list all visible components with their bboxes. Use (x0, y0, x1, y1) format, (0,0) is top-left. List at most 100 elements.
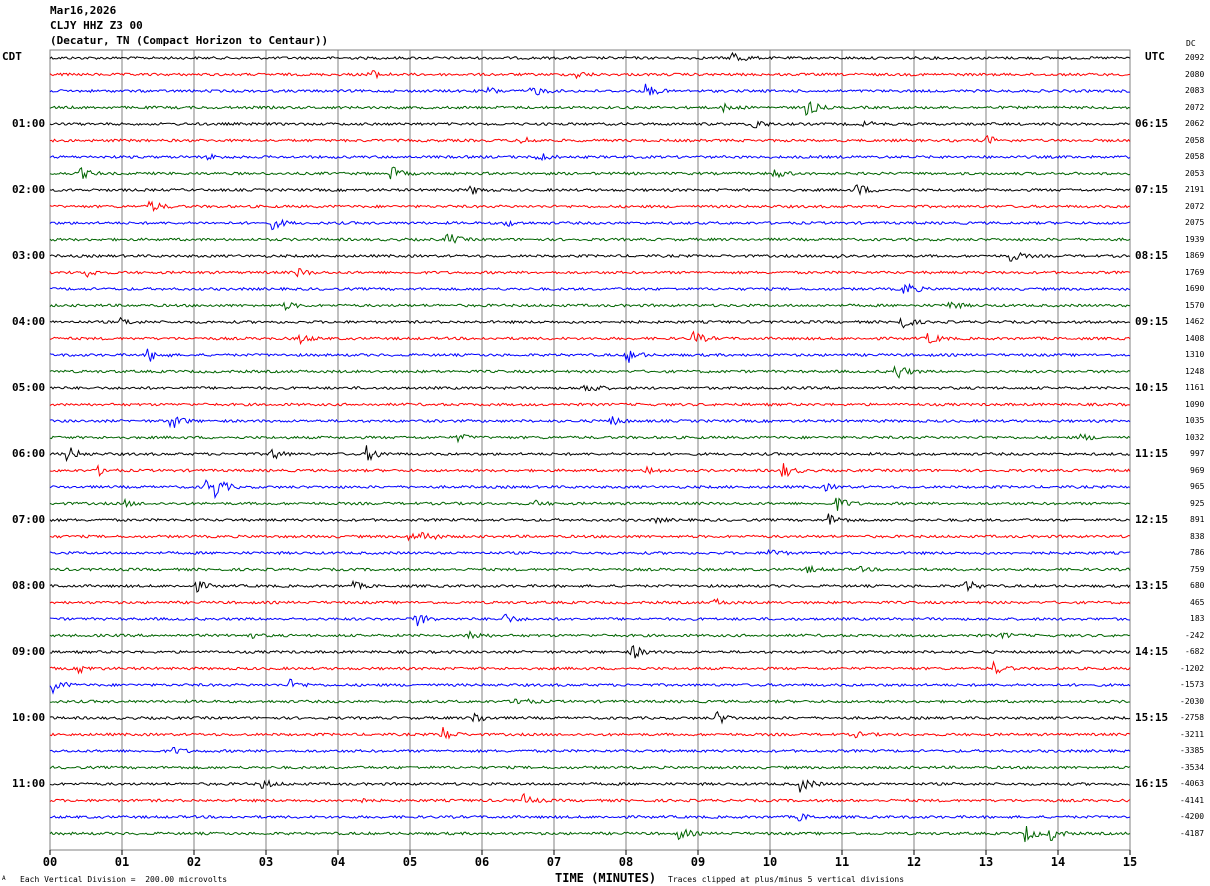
seismic-trace (49, 747, 1131, 754)
seismic-trace (49, 184, 1131, 196)
left-timezone: CDT (2, 50, 22, 63)
dc-offset-value: 1161 (1185, 383, 1205, 392)
cdt-hour-label: 07:00 (12, 513, 46, 526)
utc-hour-label: 09:15 (1135, 315, 1169, 328)
seismic-trace (49, 445, 1131, 463)
plot-frame (49, 49, 1131, 851)
dc-offset-value: 997 (1190, 449, 1205, 458)
seismic-trace (49, 630, 1131, 640)
dc-offset-value: 680 (1190, 581, 1205, 590)
dc-offset-value: 2053 (1185, 168, 1205, 178)
seismic-trace (49, 497, 1131, 511)
cdt-hour-label: 02:00 (12, 183, 46, 196)
dc-offset-value: 1462 (1185, 317, 1205, 326)
dc-offset-value: -2758 (1180, 713, 1205, 722)
dc-offset-value: 838 (1190, 531, 1205, 541)
x-tick-label: 03 (259, 855, 273, 869)
dc-offset-value: 1869 (1185, 251, 1205, 260)
x-tick-label: 12 (907, 855, 921, 869)
dc-offset-value: 1408 (1185, 333, 1205, 343)
dc-offset-value: 2092 (1185, 53, 1205, 62)
dc-offset-value: -1573 (1180, 680, 1205, 689)
dc-offset-value: 2191 (1185, 185, 1205, 194)
dc-offset-value: 183 (1190, 614, 1205, 623)
cdt-hour-label: 10:00 (12, 711, 46, 724)
seismic-trace (49, 268, 1131, 278)
dc-offset-value: 759 (1190, 564, 1205, 574)
x-tick-label: 13 (979, 855, 993, 869)
seismic-trace (49, 135, 1131, 144)
dc-offset-value: -4141 (1180, 795, 1205, 805)
utc-hour-label: 13:15 (1135, 579, 1169, 592)
seismic-trace (49, 513, 1131, 525)
seismic-trace (49, 564, 1131, 574)
seismic-trace (49, 316, 1131, 329)
dc-offset-value: 1310 (1185, 350, 1205, 359)
corner-mark: A (2, 875, 6, 882)
dc-offset-value: 2072 (1185, 201, 1205, 211)
seismic-trace (49, 119, 1131, 129)
x-tick-label: 04 (331, 855, 345, 869)
dc-offset-value: 2080 (1185, 69, 1205, 79)
seismic-trace (49, 384, 1131, 392)
seismic-trace (49, 613, 1131, 627)
seismic-trace (49, 330, 1131, 346)
x-tick-label: 02 (187, 855, 201, 869)
scale-note: Each Vertical Division = 200.00 microvol… (20, 875, 228, 884)
utc-hour-label: 15:15 (1135, 711, 1169, 724)
utc-hour-label: 14:15 (1135, 645, 1169, 658)
cdt-hour-label: 05:00 (12, 381, 46, 394)
dc-offset-value: 969 (1190, 465, 1205, 475)
seismic-trace (49, 218, 1131, 231)
x-tick-label: 14 (1051, 855, 1065, 869)
x-tick-label: 05 (403, 855, 417, 869)
dc-offset-value: 1939 (1185, 234, 1205, 244)
dc-offset-value: 1248 (1185, 366, 1205, 376)
seismic-trace (49, 83, 1130, 96)
date-label: Mar16,2026 (50, 4, 117, 17)
x-tick-label: 09 (691, 855, 705, 869)
seismic-trace (49, 233, 1131, 244)
x-tick-label: 01 (115, 855, 129, 869)
dc-offset-value: 891 (1190, 515, 1205, 524)
dc-offset-value: 465 (1190, 597, 1205, 607)
dc-offset-value: 2072 (1185, 102, 1205, 112)
x-tick-label: 00 (43, 855, 57, 869)
dc-offset-value: 925 (1190, 498, 1205, 508)
cdt-hour-label: 04:00 (12, 315, 46, 328)
cdt-hour-label: 09:00 (12, 645, 46, 658)
dc-offset-value: 2083 (1185, 86, 1205, 95)
utc-hour-label: 07:15 (1135, 183, 1169, 196)
cdt-hour-label: 06:00 (12, 447, 46, 460)
seismic-trace (49, 548, 1131, 556)
utc-hour-label: 11:15 (1135, 447, 1169, 460)
seismic-trace (49, 597, 1131, 605)
seismic-trace (49, 826, 1131, 843)
seismic-trace (49, 645, 1131, 659)
utc-hour-label: 10:15 (1135, 381, 1169, 394)
seismic-trace (50, 813, 1131, 822)
x-tick-label: 10 (763, 855, 777, 869)
dc-offset-value: 1690 (1185, 284, 1205, 293)
seismic-trace (49, 166, 1131, 180)
seismic-trace (49, 433, 1131, 444)
seismic-trace (49, 364, 1131, 379)
seismic-trace (49, 778, 1131, 793)
dc-label: DC (1186, 39, 1196, 48)
station-label: CLJY HHZ Z3 00 (50, 19, 143, 32)
cdt-hour-label: 03:00 (12, 249, 46, 262)
seismic-trace (49, 301, 1131, 312)
seismic-trace (49, 200, 1131, 213)
dc-offset-value: -4200 (1180, 812, 1205, 821)
x-tick-label: 07 (547, 855, 561, 869)
dc-offset-value: 2075 (1185, 218, 1205, 227)
seismic-trace (49, 710, 1131, 725)
location-label: (Decatur, TN (Compact Horizon to Centaur… (50, 34, 329, 47)
dc-offset-value: -682 (1185, 647, 1205, 656)
cdt-hour-label: 08:00 (12, 579, 46, 592)
x-tick-label: 11 (835, 855, 849, 869)
dc-offset-value: -4187 (1180, 828, 1205, 838)
x-tick-label: 08 (619, 855, 633, 869)
utc-hour-label: 12:15 (1135, 513, 1169, 526)
